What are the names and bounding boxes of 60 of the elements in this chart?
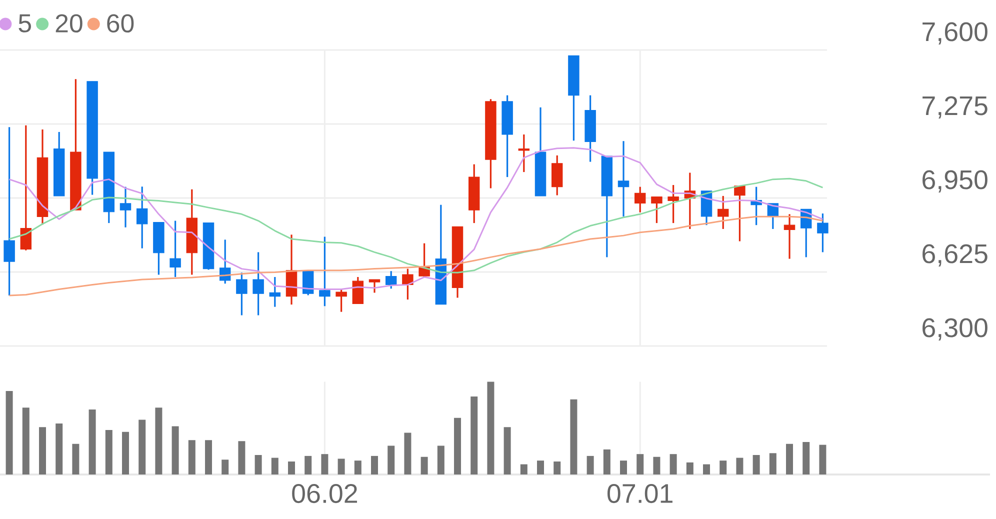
bar [586,456,594,474]
bar [205,440,212,474]
bar [620,460,628,474]
bar [802,442,810,474]
bar [155,408,162,474]
bar [321,454,328,474]
bar [22,408,30,474]
y-tick-label: 7,275 [922,96,988,118]
bar [786,444,794,474]
legend-label: 5 [18,14,31,32]
legend-label: 60 [107,14,134,33]
y-tick-label: 7,600 [922,22,988,44]
bar [304,456,312,474]
bar [338,458,345,474]
bar [437,446,444,474]
bar [254,455,262,474]
bar [172,426,179,474]
bar [288,462,296,474]
bar [537,460,544,474]
bar [752,455,760,474]
bar [819,444,826,474]
bar [122,432,130,474]
bar [138,420,146,474]
bar [271,458,278,474]
bar [6,390,13,474]
bar [388,446,395,474]
bar [554,462,561,474]
legend-label: 20 [56,14,82,33]
bar [88,410,96,474]
bar [703,464,710,474]
bar [636,454,644,474]
bar [222,460,229,474]
bar [72,444,80,474]
bar [520,464,528,474]
y-tick-label: 6,950 [922,170,988,192]
bar [603,449,610,474]
bar [454,418,462,474]
bar [470,396,478,474]
bar [420,456,428,474]
bar [670,454,677,474]
y-tick-label: 6,300 [922,318,988,340]
x-tick-label: 06.02 [292,484,358,504]
bar [504,427,511,474]
bar [686,462,694,474]
bar [570,399,578,474]
bar [188,440,196,474]
bar [653,456,660,474]
bar [354,460,362,474]
bar [371,456,378,474]
bar [720,460,727,474]
x-tick-label: 07.01 [608,484,672,504]
bar [736,458,744,474]
bar [39,427,46,474]
bar [404,432,412,474]
bar [769,453,776,474]
bar [238,441,246,474]
bar [487,382,494,474]
y-tick-label: 6,625 [922,244,988,266]
bar [56,423,63,474]
bar [105,430,112,474]
